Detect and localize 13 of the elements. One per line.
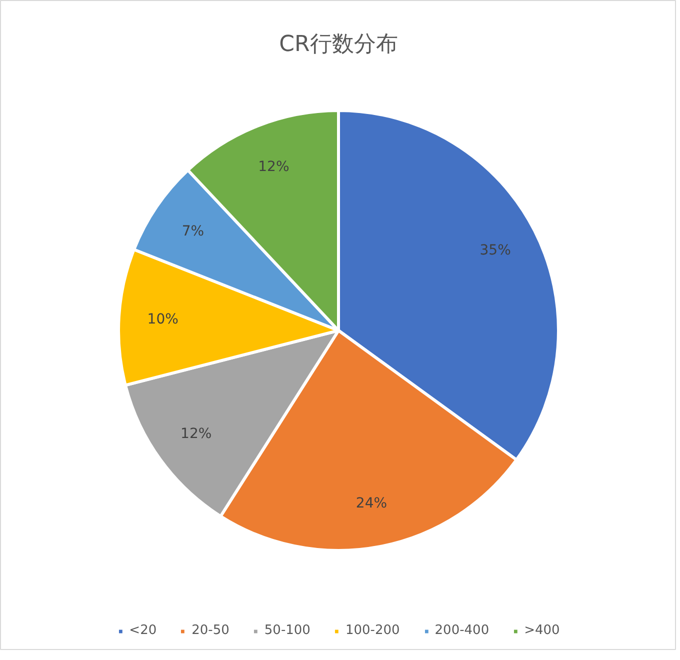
data-label: 12% <box>180 426 212 442</box>
legend-label: 200-400 <box>434 623 490 638</box>
legend-label: 100-200 <box>345 623 400 638</box>
data-label: 24% <box>356 495 388 512</box>
data-label: 12% <box>258 158 290 175</box>
legend-label: 20-50 <box>192 623 230 638</box>
chart-title: CR行数分布 <box>279 32 398 57</box>
legend-label: <20 <box>129 623 157 638</box>
data-label: 10% <box>147 311 178 328</box>
legend-label: >400 <box>524 623 560 638</box>
data-label: 35% <box>480 242 511 259</box>
data-label: 7% <box>182 224 204 240</box>
legend-label: 50-100 <box>264 623 310 638</box>
